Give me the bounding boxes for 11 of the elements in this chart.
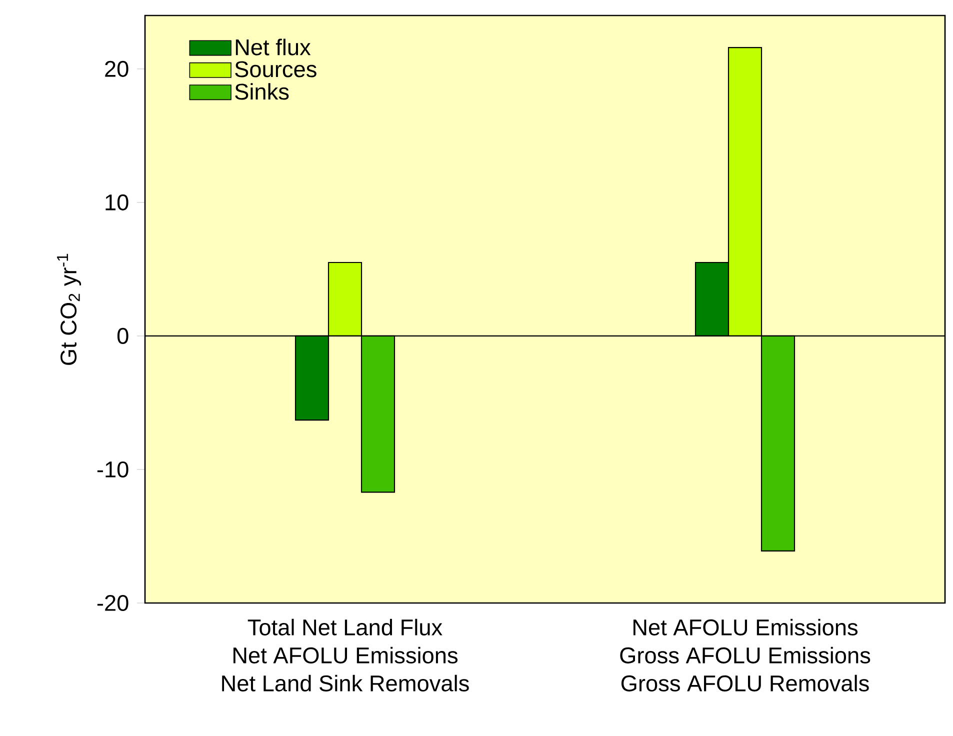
y-tick-label: 0 [117,328,128,344]
legend-label: Sinks [235,83,289,100]
y-axis-title: Gt CO$_{2}$ yr$^{-1}$ [57,254,82,365]
x-tick-label: Net AFOLU Emissions Gross AFOLU Emissions Gross AFOLU Removals [620,618,870,692]
x-tick-label: Total Net Land Flux Net AFOLU Emissions Net Land Sink Removals [222,618,469,692]
legend-label: Net flux [236,38,311,56]
y-tick-label: 10 [106,194,128,210]
y-tick-label: -20 [97,594,128,612]
legend-label: Sources [235,61,316,78]
y-tick-label: 20 [105,60,128,77]
y-tick-label: -10 [97,461,128,478]
